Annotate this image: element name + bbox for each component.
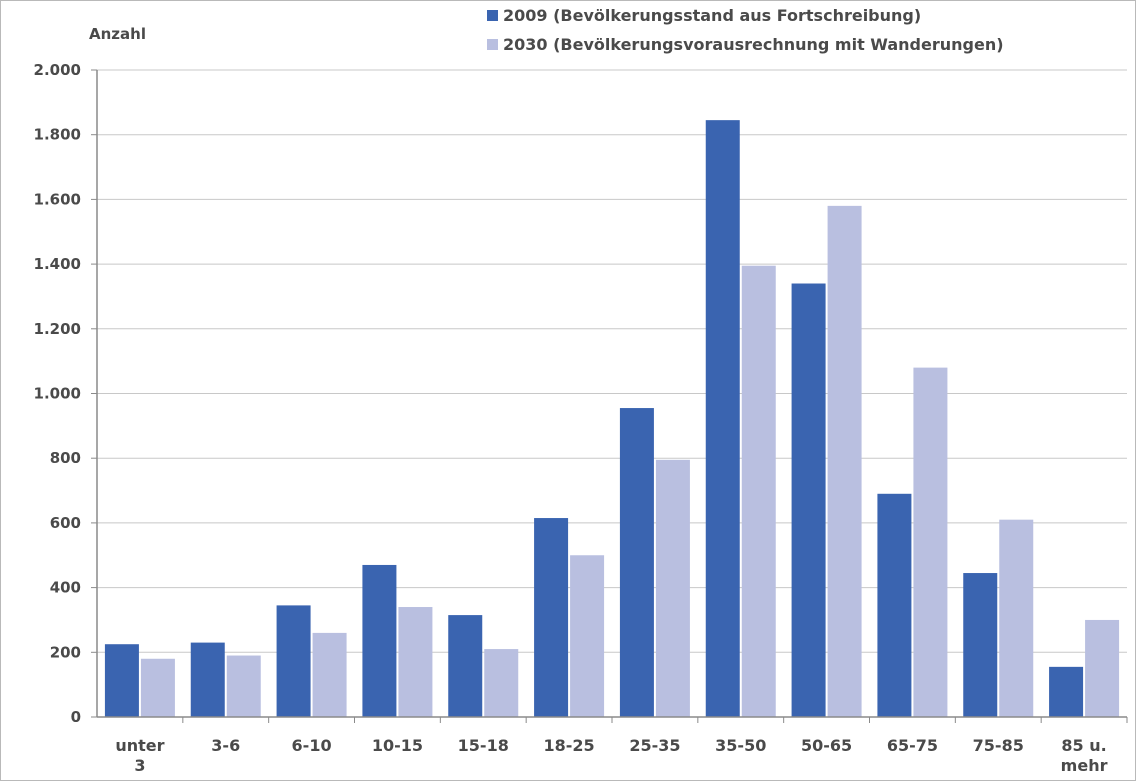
bar-2009 bbox=[276, 605, 311, 717]
y-axis-label: Anzahl bbox=[89, 25, 146, 43]
x-tick-label: 50-65 bbox=[801, 736, 852, 755]
bar-2030 bbox=[741, 265, 776, 717]
bar-2009 bbox=[791, 283, 826, 717]
x-tick-label: 6-10 bbox=[292, 736, 332, 755]
axes bbox=[96, 70, 1128, 723]
bar-2030 bbox=[827, 205, 862, 717]
y-tick-label: 1.400 bbox=[34, 255, 81, 273]
x-tick-label: 3-6 bbox=[211, 736, 240, 755]
bar-2030 bbox=[398, 607, 433, 717]
bar-2009 bbox=[448, 615, 483, 717]
bar-2030 bbox=[484, 649, 519, 717]
bar-2009 bbox=[705, 120, 740, 717]
bars bbox=[104, 120, 1120, 717]
y-tick-label: 400 bbox=[50, 579, 81, 597]
gridlines bbox=[91, 69, 1127, 718]
bar-2030 bbox=[140, 658, 175, 717]
x-tick-label: 65-75 bbox=[887, 736, 938, 755]
bar-2009 bbox=[619, 408, 654, 717]
x-tick-label: 18-25 bbox=[543, 736, 594, 755]
y-tick-label: 1.800 bbox=[34, 126, 81, 144]
y-tick-label: 800 bbox=[50, 449, 81, 467]
bar-2009 bbox=[877, 493, 912, 717]
y-tick-label: 2.000 bbox=[34, 61, 81, 79]
y-tick-label: 1.000 bbox=[34, 385, 81, 403]
legend: 2009 (Bevölkerungsstand aus Fortschreibu… bbox=[487, 6, 1004, 54]
bar-2009 bbox=[362, 564, 397, 717]
bar-2030 bbox=[226, 655, 261, 717]
legend-swatch bbox=[487, 10, 498, 21]
bar-2030 bbox=[1085, 619, 1120, 717]
x-tick-label: unter 3 bbox=[115, 736, 164, 775]
legend-swatch bbox=[487, 39, 498, 50]
x-tick-label: 10-15 bbox=[372, 736, 423, 755]
y-tick-label: 1.200 bbox=[34, 320, 81, 338]
x-tick-label: 15-18 bbox=[458, 736, 509, 755]
x-tick-label: 75-85 bbox=[973, 736, 1024, 755]
y-tick-labels: 0 200 400 600 800 1.000 1.200 1.400 1.600 1.800 2.… bbox=[34, 61, 81, 726]
x-tick-label: 25-35 bbox=[629, 736, 680, 755]
x-tick-label: 35-50 bbox=[715, 736, 766, 755]
x-tick-label: 85 u. mehr bbox=[1061, 736, 1108, 775]
bar-2030 bbox=[312, 632, 347, 717]
bar-2009 bbox=[190, 642, 225, 717]
bar-2030 bbox=[913, 367, 948, 717]
bar-2009 bbox=[104, 644, 139, 717]
x-tick-labels: unter 3 3-6 6-10 10-15 15-18 18-25 25-35 35-50 50… bbox=[115, 736, 1107, 775]
bar-2030 bbox=[999, 519, 1034, 717]
bar-2030 bbox=[570, 555, 605, 717]
y-tick-label: 1.600 bbox=[34, 190, 81, 208]
bar-2030 bbox=[655, 459, 690, 717]
legend-label: 2009 (Bevölkerungsstand aus Fortschreibu… bbox=[503, 6, 921, 25]
legend-label: 2030 (Bevölkerungsvorausrechnung mit Wan… bbox=[503, 35, 1004, 54]
y-tick-label: 200 bbox=[50, 643, 81, 661]
bar-2009 bbox=[534, 518, 569, 717]
y-tick-label: 600 bbox=[50, 514, 81, 532]
bar-2009 bbox=[963, 573, 998, 717]
bar-2009 bbox=[1049, 666, 1084, 717]
y-tick-label: 0 bbox=[71, 708, 81, 726]
